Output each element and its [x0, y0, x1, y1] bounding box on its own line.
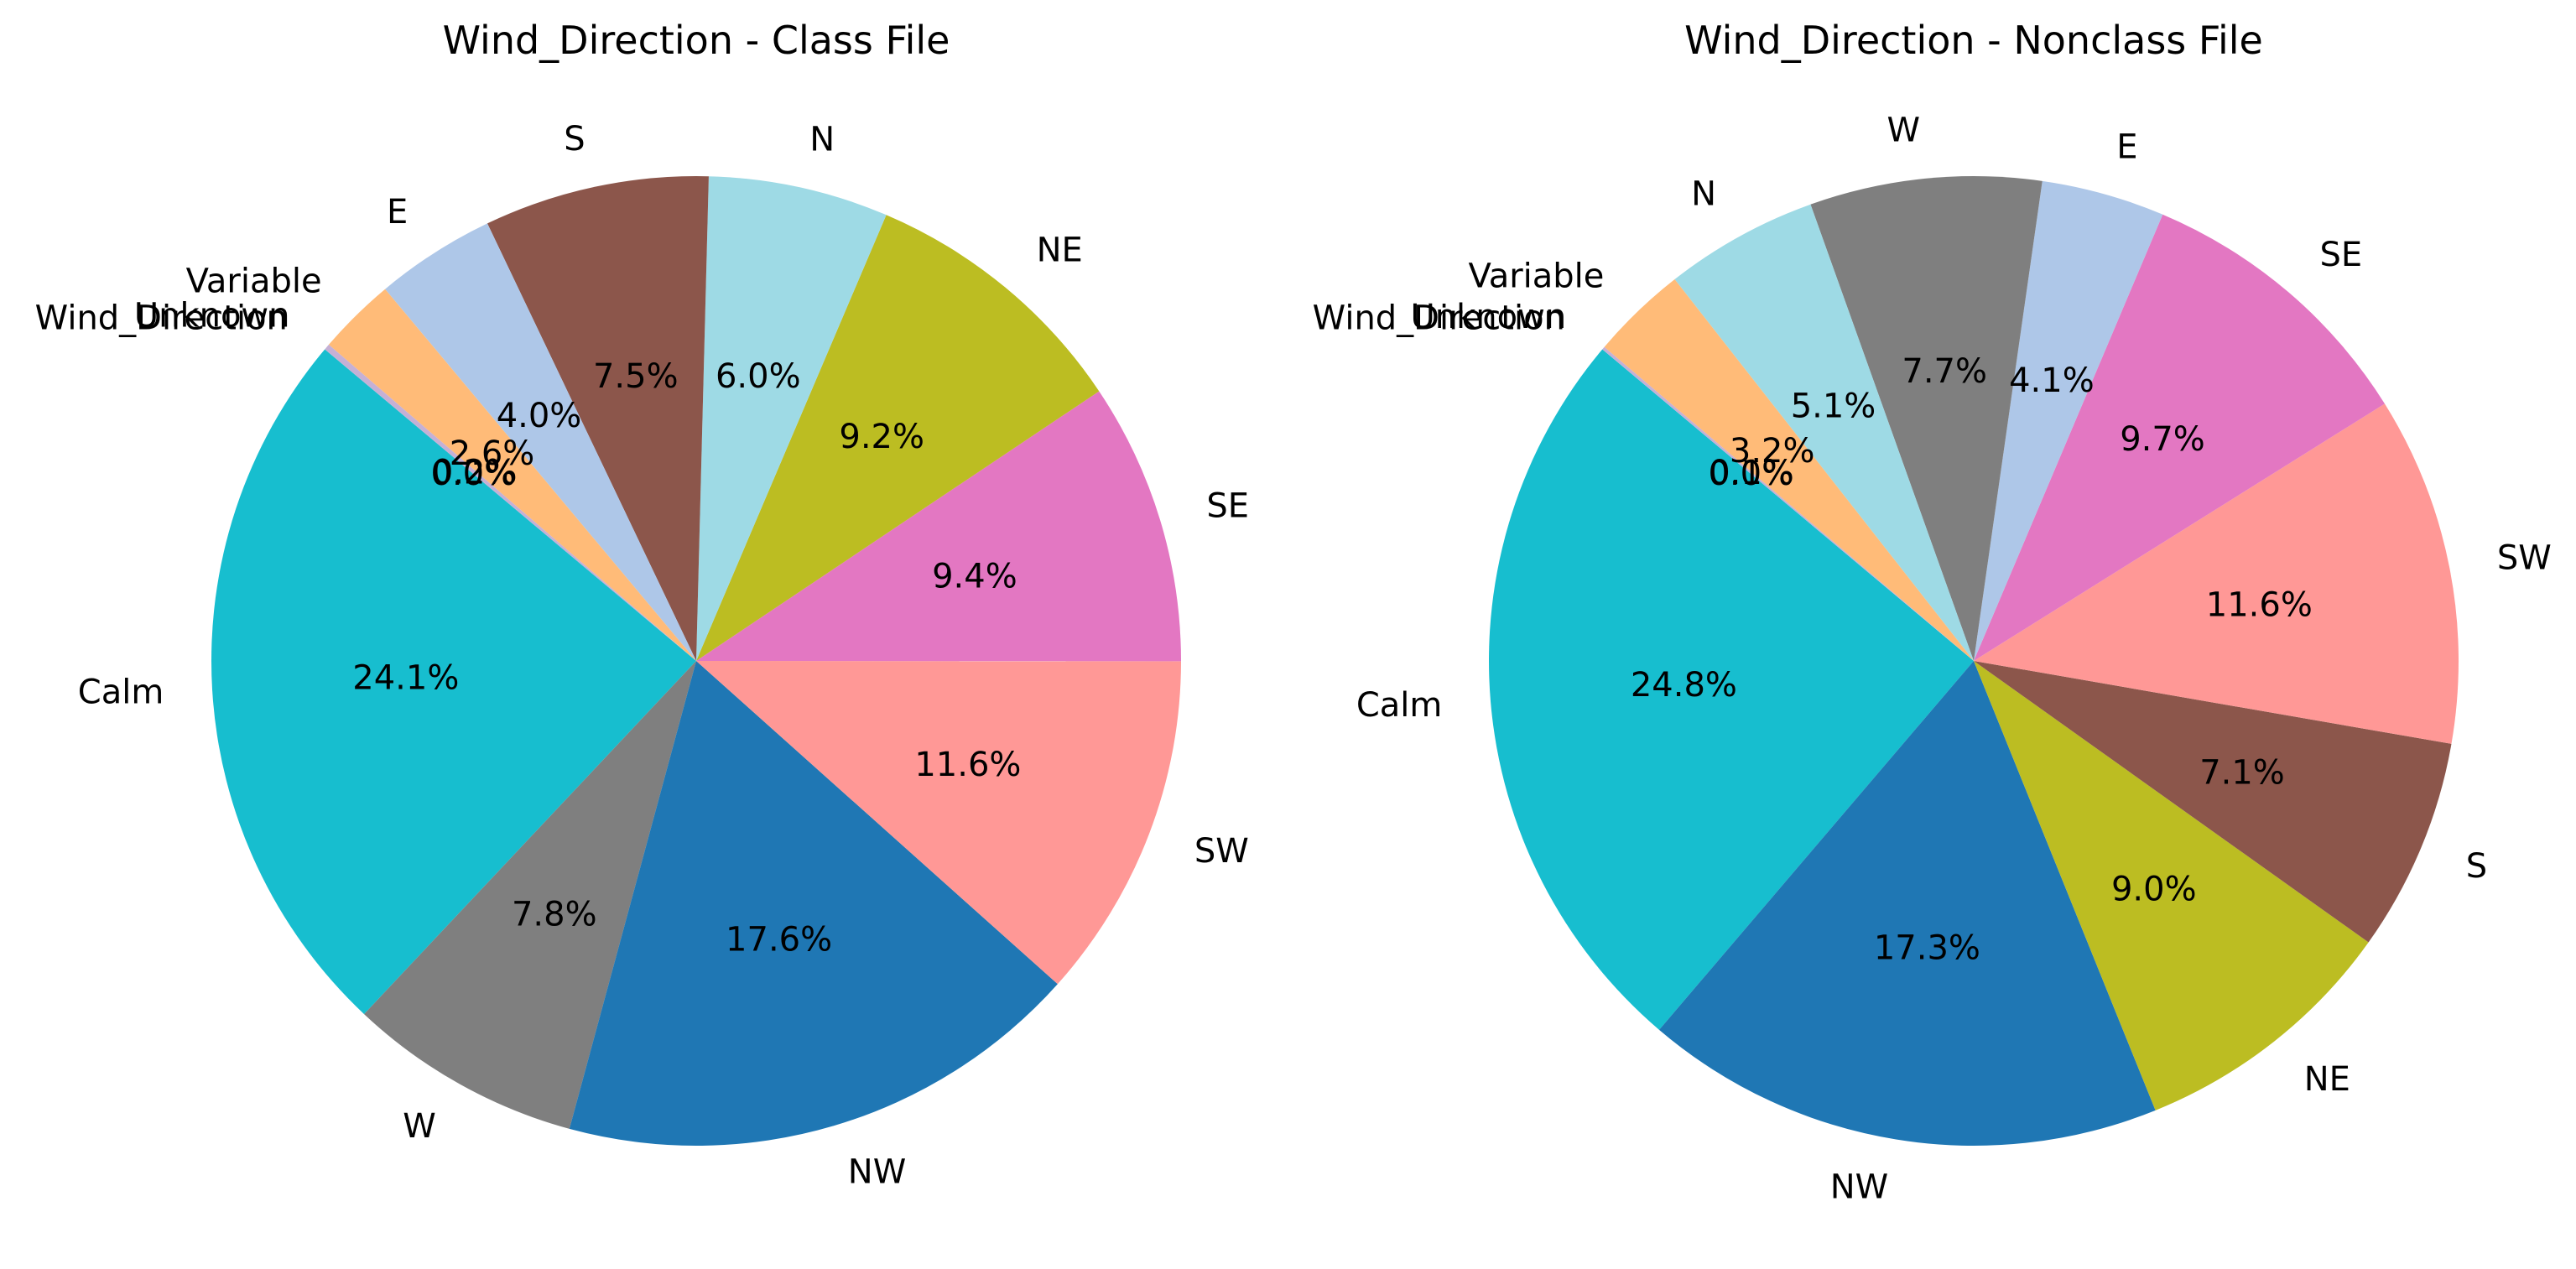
- slice-label-n: N: [1691, 174, 1716, 213]
- pie-slice-s: [1974, 661, 2452, 943]
- percent-label-wind-direction: 0.0%: [1708, 455, 1793, 493]
- percent-label-wind-direction: 0.0%: [430, 455, 516, 493]
- slice-label-e: E: [387, 193, 408, 231]
- slice-label-calm: Calm: [78, 674, 164, 712]
- pie-slice-w: [1810, 176, 2043, 661]
- percent-label-nw: 17.6%: [726, 921, 832, 960]
- slice-label-s: S: [2466, 847, 2487, 886]
- pie-slice-se: [1974, 214, 2385, 661]
- chart-title-nonclass-file: Wind_Direction - Nonclass File: [1684, 18, 2263, 63]
- slice-label-w: W: [403, 1107, 436, 1146]
- slice-label-se: SE: [1206, 486, 1249, 525]
- pie-labels: Wind_Direction 0.0% Calm 24.1% W 7.8% NW 17.6% S…: [35, 120, 1249, 1192]
- pie-slice-calm: [1489, 349, 1974, 1030]
- percent-label-nw: 17.3%: [1874, 928, 1980, 967]
- pie-slice-calm: [211, 349, 697, 1015]
- pie-slice-ne: [696, 215, 1100, 661]
- pie-slice-variable: [328, 289, 696, 661]
- pie-slice-unknown: [1602, 346, 1974, 661]
- percent-label-calm: 24.8%: [1631, 666, 1737, 705]
- slice-label-se: SE: [2320, 236, 2363, 274]
- percent-label-unknown: 0.1%: [1709, 454, 1794, 492]
- percent-label-w: 7.8%: [512, 896, 597, 934]
- pie-slice-s: [487, 175, 709, 662]
- slice-label-ne: NE: [2304, 1060, 2350, 1099]
- slice-label-variable: Variable: [186, 262, 322, 300]
- slice-label-nw: NW: [1830, 1168, 1888, 1207]
- percent-label-s: 7.1%: [2199, 754, 2285, 793]
- percent-label-variable: 2.6%: [450, 434, 535, 473]
- percent-label-sw: 11.6%: [914, 746, 1021, 784]
- slice-label-w: W: [1887, 111, 1921, 149]
- slice-label-nw: NW: [848, 1153, 906, 1192]
- pie-slices: [211, 175, 1182, 1147]
- slice-label-ne: NE: [1037, 231, 1083, 269]
- slice-label-wind-direction: Wind_Direction: [1313, 299, 1565, 337]
- slice-label-wind-direction: Wind_Direction: [35, 299, 288, 337]
- slice-label-unknown: Unknown: [134, 296, 290, 335]
- percent-label-w: 7.7%: [1902, 352, 1987, 391]
- pie-slice-sw: [696, 661, 1181, 985]
- pie-slice-n: [1674, 204, 1974, 662]
- percent-label-n: 6.0%: [716, 357, 801, 396]
- percent-label-se: 9.7%: [2120, 420, 2205, 459]
- percent-label-ne: 9.0%: [2111, 870, 2197, 908]
- slice-label-calm: Calm: [1356, 686, 1443, 725]
- percent-label-unknown: 0.2%: [432, 453, 518, 491]
- slice-label-sw: SW: [2497, 539, 2552, 578]
- chart-title-class-file: Wind_Direction - Class File: [443, 18, 950, 63]
- percent-label-s: 7.5%: [593, 357, 679, 396]
- slice-label-s: S: [564, 120, 585, 159]
- percent-label-e: 4.1%: [2009, 361, 2095, 400]
- slice-label-unknown: Unknown: [1411, 298, 1567, 336]
- nonclass-file-pie-chart: Wind_Direction - Nonclass File Wind_Dire…: [1313, 18, 2552, 1207]
- pie-slice-e: [385, 223, 696, 661]
- pie-slice-unknown: [325, 344, 696, 661]
- slice-label-sw: SW: [1194, 832, 1249, 871]
- pie-slice-variable: [1604, 279, 1974, 661]
- pie-slices: [1489, 176, 2459, 1146]
- pie-slice-e: [1974, 180, 2163, 661]
- percent-label-ne: 9.2%: [839, 418, 924, 456]
- percent-label-sw: 11.6%: [2206, 585, 2313, 624]
- slice-label-n: N: [809, 121, 835, 159]
- slice-label-variable: Variable: [1468, 257, 1604, 296]
- pie-labels: Wind_Direction0.0%Calm24.8%NW17.3%NE9.0%…: [1313, 111, 2552, 1206]
- pie-slice-sw: [1974, 403, 2459, 744]
- pie-slice-w: [364, 661, 696, 1129]
- percent-label-calm: 24.1%: [352, 658, 459, 697]
- slice-label-e: E: [2116, 127, 2137, 166]
- class-file-pie-chart: Wind_Direction - Class File Wind_Directi…: [35, 18, 1249, 1192]
- percent-label-e: 4.0%: [497, 397, 582, 435]
- pie-slice-n: [696, 176, 887, 661]
- pie-slice-nw: [1658, 661, 2156, 1146]
- pie-slice-ne: [1974, 661, 2369, 1110]
- percent-label-se: 9.4%: [932, 557, 1017, 595]
- pie-slice-se: [696, 391, 1182, 662]
- percent-label-n: 5.1%: [1791, 387, 1876, 425]
- percent-label-variable: 3.2%: [1730, 432, 1815, 471]
- pie-slice-nw: [569, 661, 1058, 1147]
